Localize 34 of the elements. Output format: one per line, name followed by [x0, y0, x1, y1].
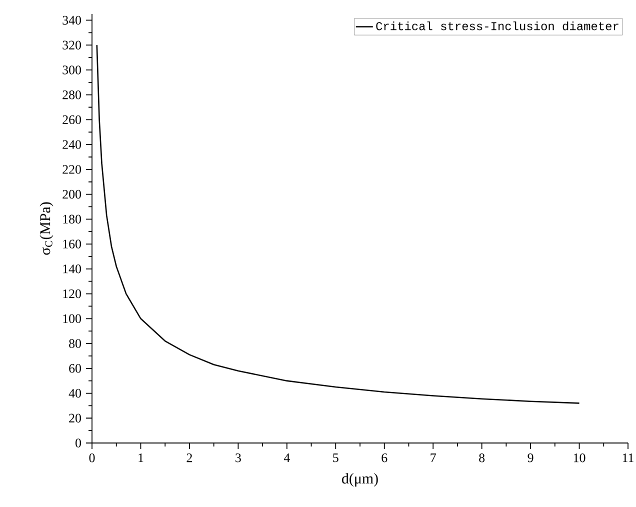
y-tick-label: 160 [63, 240, 82, 248]
y-tick-label: 340 [62, 16, 82, 25]
x-tick-label: 1 [138, 453, 144, 462]
x-tick-label: 11 [622, 453, 634, 462]
x-tick-label: 6 [382, 453, 388, 462]
y-tick-label: 260 [62, 115, 82, 124]
x-tick-label: 9 [528, 453, 534, 462]
y-tick-label: 200 [62, 190, 82, 199]
x-tick-label: 10 [574, 454, 586, 462]
legend-label: Critical stress-Inclusion diameter [376, 21, 618, 30]
y-tick-label: 0 [76, 438, 82, 448]
y-tick-label: 220 [62, 165, 82, 174]
y-tick-label: 140 [63, 264, 82, 274]
y-tick-label: 280 [62, 90, 82, 100]
y-tick-label: 320 [62, 40, 82, 50]
x-tick-label: 0 [89, 454, 95, 462]
y-tick-label: 20 [69, 414, 82, 422]
y-tick-label: 100 [63, 314, 82, 324]
line-series [96, 44, 580, 404]
x-tick-label: 4 [284, 453, 290, 462]
x-tick-label: 8 [479, 454, 485, 462]
y-tick-label: 40 [68, 388, 82, 398]
x-tick-label: 2 [186, 453, 192, 462]
x-axis-title: d(μm) [342, 473, 378, 487]
y-axis-title: σ$_{C}$(MPa) [40, 202, 54, 255]
y-tick-label: 180 [63, 214, 82, 224]
y-tick-label: 80 [69, 339, 82, 348]
y-tick-label: 60 [69, 364, 82, 373]
y-tick-label: 300 [62, 66, 82, 74]
x-tick-label: 7 [430, 453, 436, 462]
x-tick-label: 5 [333, 453, 338, 462]
y-tick-label: 240 [62, 140, 82, 149]
y-tick-label: 120 [63, 289, 82, 298]
x-tick-label: 3 [236, 453, 241, 462]
